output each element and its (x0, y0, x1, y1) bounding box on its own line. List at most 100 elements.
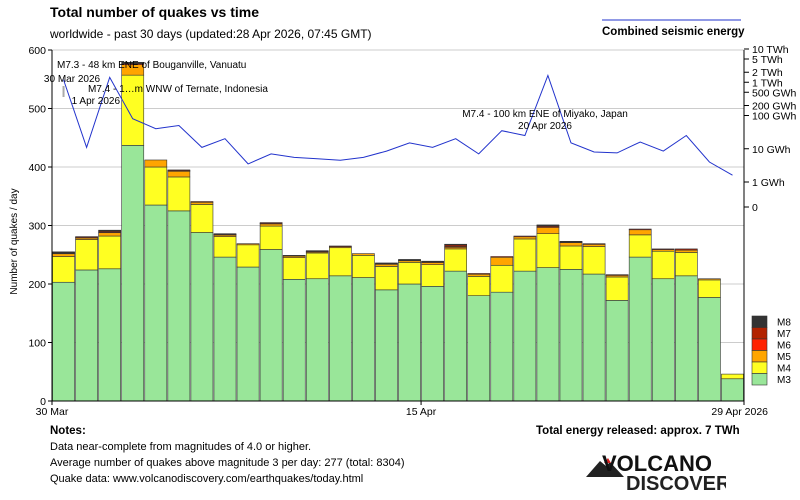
legend-label-m3: M3 (777, 375, 791, 386)
bar-segment-m4 (190, 204, 214, 233)
y-tick-label: 500 (28, 104, 46, 116)
bar-segment-m8 (375, 262, 398, 265)
note-line-source: Quake data: www.volcanodiscovery.com/ear… (50, 473, 364, 485)
bar-segment-m4 (513, 238, 537, 272)
bar-segment-m5 (628, 229, 652, 236)
bar-segment-m4 (536, 233, 560, 268)
bar-segment-m7 (167, 169, 191, 172)
bar-segment-m4 (444, 248, 467, 272)
bar-segment-m3 (721, 378, 744, 402)
notes-title: Notes: (50, 425, 86, 437)
bar-segment-m4 (582, 246, 606, 275)
y-tick-label: 300 (28, 221, 46, 233)
legend-label-m8: M8 (777, 318, 791, 329)
annotation-date: 1 Apr 2026 (72, 96, 121, 107)
legend-swatch-m3 (751, 373, 768, 386)
bars (52, 61, 744, 402)
bar-segment-m8 (282, 255, 306, 257)
bar-segment-m8 (213, 233, 237, 235)
y-tick-label: 600 (28, 45, 46, 57)
bar-segment-m5 (167, 170, 191, 178)
bar-segment-m8 (52, 251, 75, 253)
bar-segment-m5 (98, 232, 121, 237)
gridlines (52, 49, 744, 343)
bar-segment-m7 (328, 245, 352, 248)
bar-segment-m4 (605, 276, 629, 301)
annotation-title: M7.4 - 1…m WNW of Ternate, Indonesia (88, 84, 268, 95)
energy-tick-label: 500 GWh (752, 87, 797, 99)
annotations: M7.3 - 48 km ENE of Bouganville, Vanuatu… (44, 60, 628, 132)
bar-segment-m3 (375, 289, 398, 402)
x-tick-label: 30 Mar (36, 406, 69, 418)
bar-segment-m4 (75, 239, 98, 271)
bar-segment-m4 (167, 176, 191, 212)
bar-segment-m4 (421, 264, 444, 287)
chart-subtitle: worldwide - past 30 days (updated:28 Apr… (50, 27, 372, 41)
bar-segment-m7 (651, 248, 675, 250)
bar-segment-m8 (305, 250, 329, 252)
annotation-title: M7.4 - 100 km ENE of Miyako, Japan (462, 109, 628, 120)
bar-segment-m8 (559, 240, 583, 243)
bar-segment-m8 (421, 260, 444, 263)
bar-segment-m3 (674, 275, 698, 402)
energy-tick-label: 2 TWh (752, 67, 783, 79)
bar-segment-m3 (75, 269, 98, 402)
chart-title: Total number of quakes vs time (50, 4, 260, 20)
logo-text-volcano: VOLCANO (602, 451, 712, 476)
bar-segment-m8 (536, 224, 560, 227)
total-energy-text: Total energy released: approx. 7 TWh (536, 425, 740, 437)
bar-segment-m3 (421, 286, 444, 402)
bar-segment-m3 (628, 256, 652, 402)
bar-segment-m4 (352, 255, 375, 278)
bar-segment-m3 (144, 204, 168, 402)
bar-segment-m6 (490, 256, 514, 258)
bar-segment-m3 (328, 275, 352, 402)
energy-layer (63, 19, 741, 176)
legend-swatch-m6 (751, 338, 768, 351)
bar-segment-m4 (559, 245, 583, 270)
energy-tick-label: 1 TWh (752, 77, 783, 89)
y-tick-label: 0 (40, 396, 46, 408)
bar-segment-m7 (674, 248, 698, 251)
bar-segment-m7 (190, 201, 214, 203)
bar-segment-m4 (236, 244, 260, 268)
bar-segment-m4 (490, 264, 514, 293)
x-tick-label: 29 Apr 2026 (711, 406, 768, 418)
bar-segment-m4 (144, 166, 168, 206)
bar-segment-m8 (398, 259, 421, 261)
bar-segment-m4 (98, 235, 121, 270)
bar-segment-m5 (236, 243, 260, 246)
bar-segment-m6 (628, 228, 652, 231)
x-tick-label: 15 Apr (406, 406, 437, 418)
bar-segment-m5 (352, 253, 375, 256)
bar-segment-m3 (444, 270, 467, 402)
bar-segment-m3 (490, 291, 514, 402)
bar-segment-m3 (698, 297, 721, 402)
bar-segment-m3 (536, 267, 560, 402)
note-line-average: Average number of quakes above magnitude… (50, 457, 405, 469)
bar-segment-m4 (398, 262, 421, 285)
y-axis-title: Number of quakes / day (9, 188, 20, 294)
bar-segment-m4 (282, 257, 306, 280)
bar-segment-m5 (698, 278, 721, 281)
energy-tick-label: 5 TWh (752, 54, 783, 66)
annotation-date: 30 Mar 2026 (44, 74, 101, 85)
bar-segment-m4 (674, 252, 698, 277)
volcano-discovery-logo: VOLCANO DISCOVERY (586, 451, 726, 493)
legend-label-m6: M6 (777, 341, 791, 352)
energy-tick-label: 0 (752, 202, 758, 214)
note-line-completeness: Data near-complete from magnitudes of 4.… (50, 441, 312, 453)
annotation-date: 20 Apr 2026 (518, 121, 572, 132)
legend-label-m7: M7 (777, 329, 791, 340)
bar-segment-m3 (282, 279, 306, 402)
energy-tick-label: 100 GWh (752, 111, 797, 123)
energy-legend-label: Combined seismic energy (602, 26, 745, 38)
bar-segment-m4 (259, 225, 283, 250)
energy-tick-label: 10 GWh (752, 144, 791, 156)
axes: 0 100 200 300 400 500 600 30 Mar 15 Apr 29 Apr 20… (9, 44, 797, 418)
bar-segment-m4 (721, 373, 744, 380)
bar-segment-m4 (651, 250, 675, 280)
legend-label-m4: M4 (777, 364, 791, 375)
